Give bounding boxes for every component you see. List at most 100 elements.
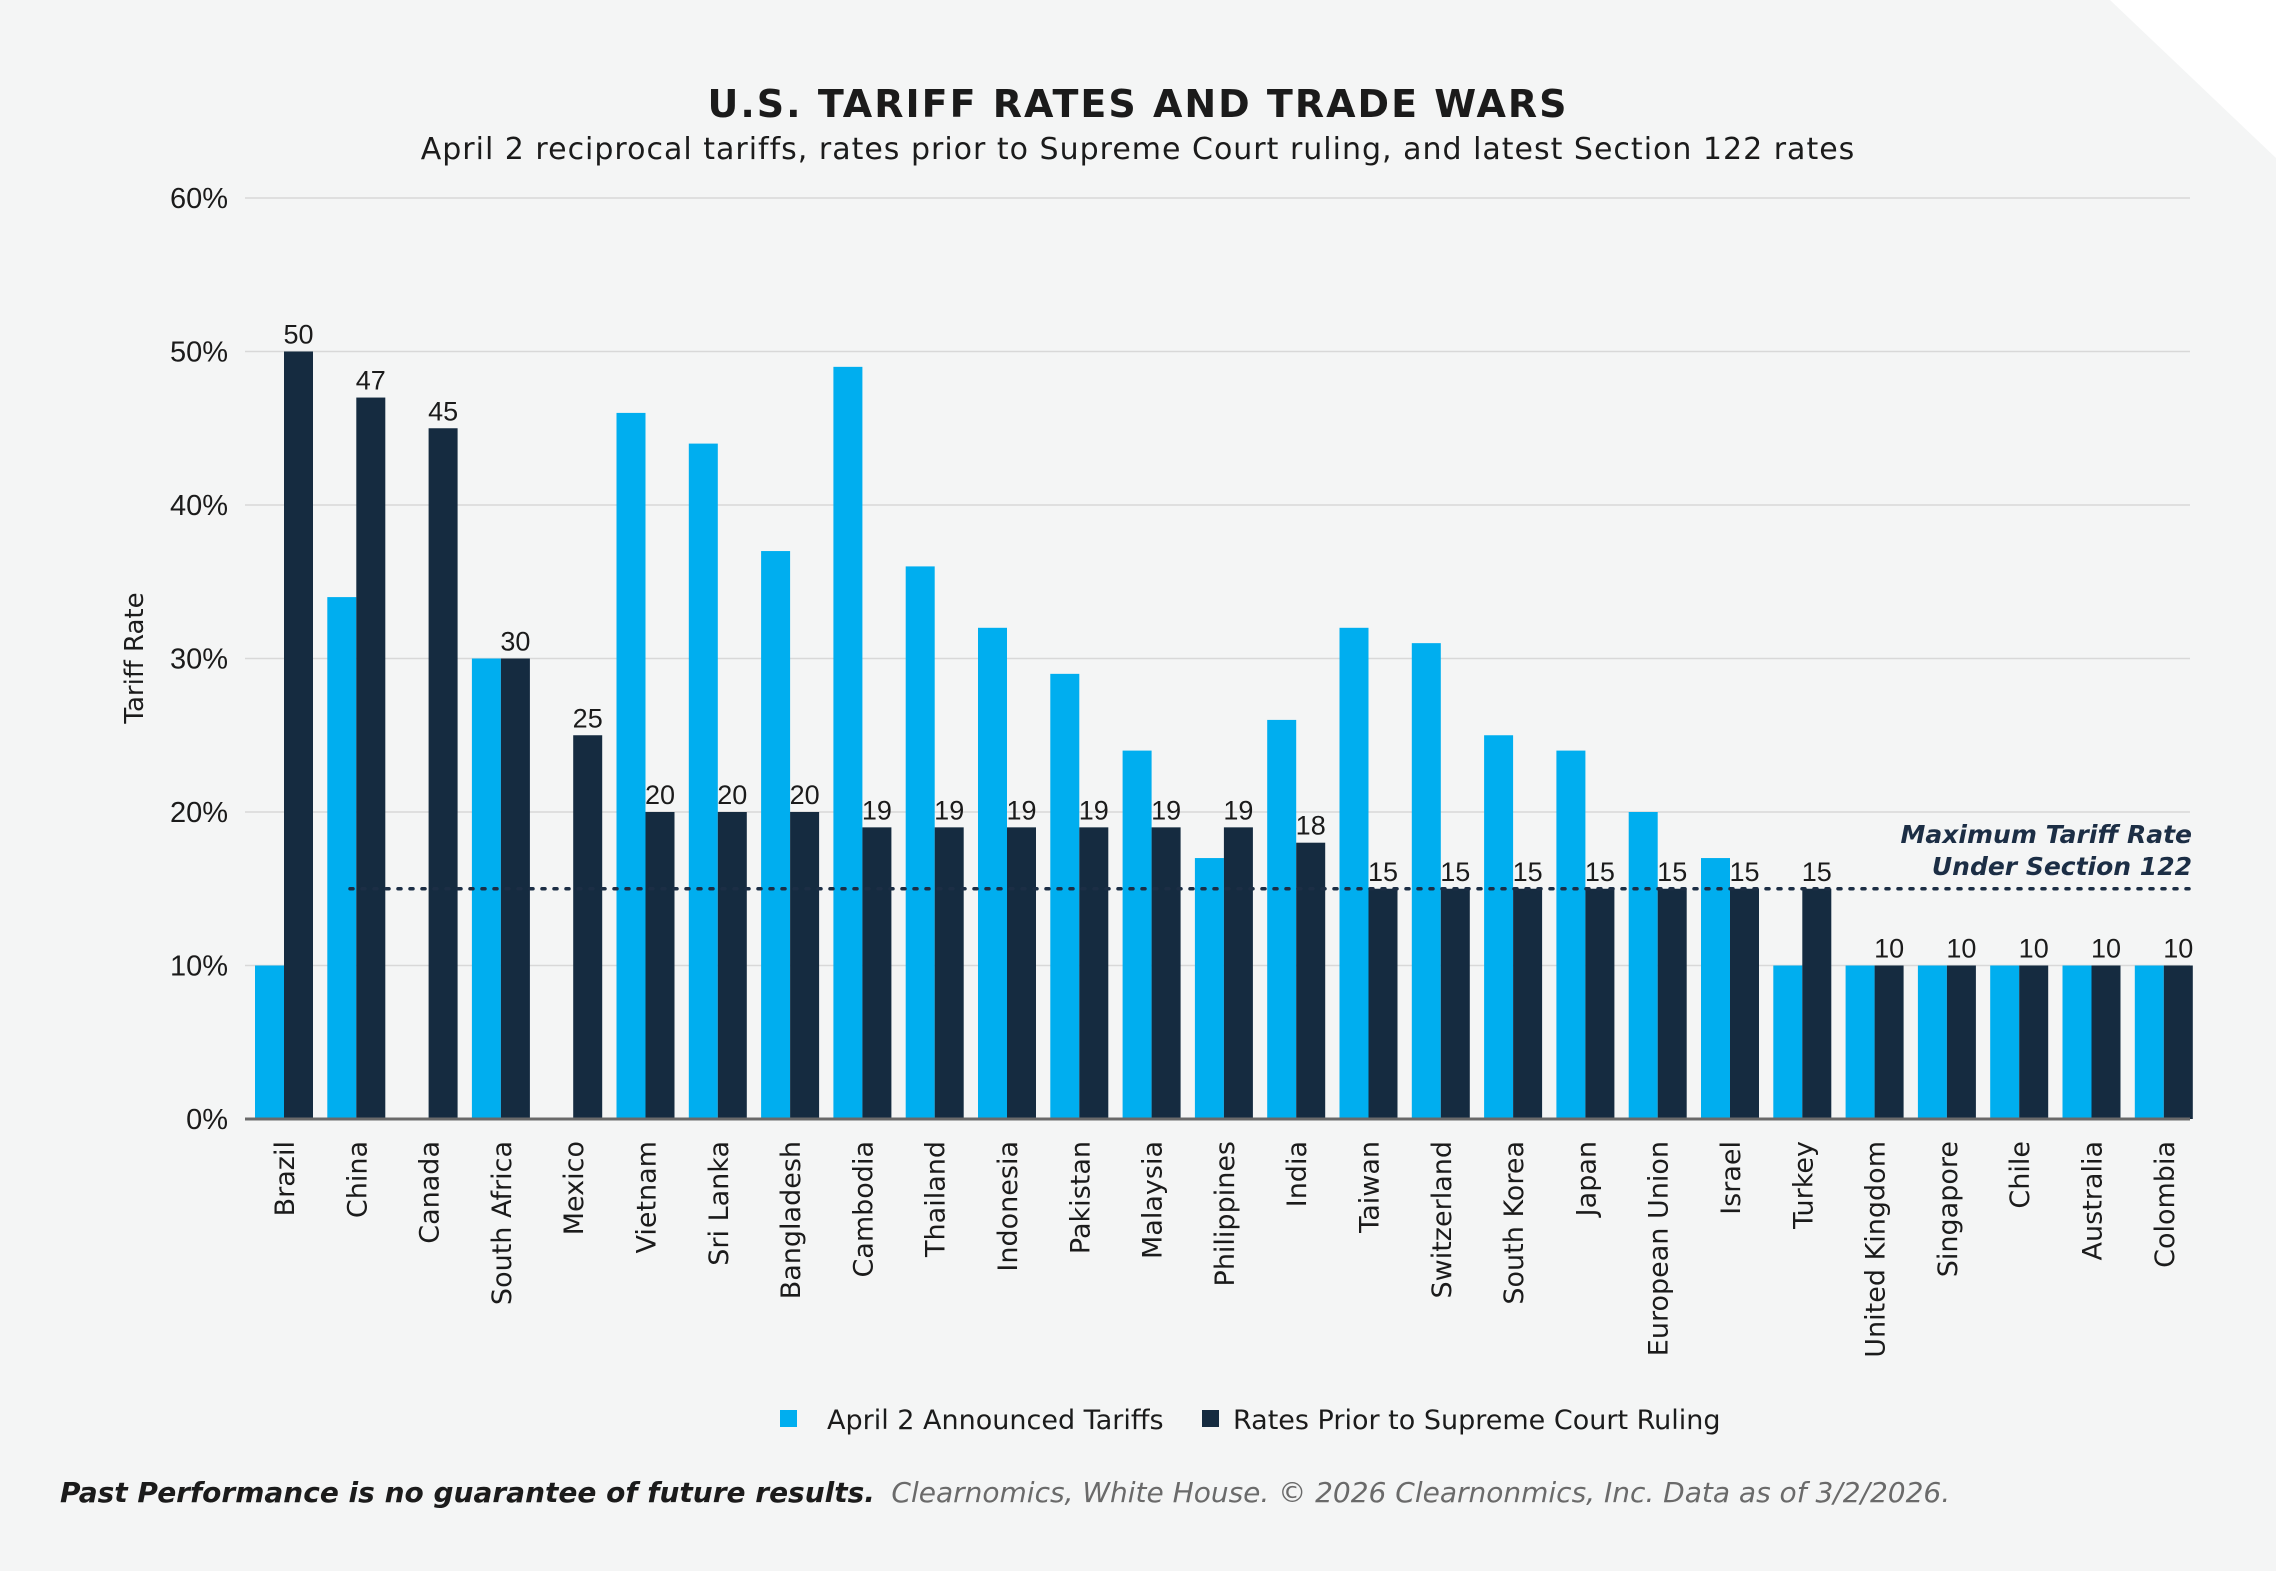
x-tick-label: India <box>1282 1141 1313 1207</box>
bar-april2 <box>1411 643 1441 1119</box>
x-axis-ticks: Brazil China Canada South Africa Mexico Vietn… <box>270 1141 2181 1358</box>
data-label: 19 <box>1079 795 1109 825</box>
data-label: 19 <box>862 795 892 825</box>
x-tick-label: European Union <box>1644 1141 1675 1356</box>
bar-prior <box>790 812 820 1119</box>
y-tick-label: 40% <box>170 490 228 522</box>
x-tick-label: Mexico <box>559 1141 590 1235</box>
x-tick-label: Vietnam <box>632 1141 663 1254</box>
data-label: 50 <box>283 320 313 350</box>
x-tick-label: Cambodia <box>848 1141 879 1278</box>
data-label: 10 <box>1874 934 1904 964</box>
bar-april2 <box>1845 965 1875 1119</box>
bar-prior <box>284 351 313 1119</box>
bar-april2 <box>2062 965 2092 1119</box>
x-tick-label: Turkey <box>1788 1141 1819 1230</box>
data-label: 15 <box>1585 857 1615 887</box>
bar-april2 <box>1773 965 1803 1119</box>
x-tick-label: Chile <box>2005 1141 2036 1209</box>
bar-april2 <box>1917 965 1947 1119</box>
bar-prior <box>356 397 386 1119</box>
bar-prior <box>645 812 675 1119</box>
bar-prior <box>573 735 603 1119</box>
footer-source: Clearnomics, White House. © 2026 Clearno… <box>891 1476 1950 1509</box>
x-tick-label: Switzerland <box>1427 1141 1458 1299</box>
legend-label-prior: Rates Prior to Supreme Court Ruling <box>1233 1405 1721 1436</box>
x-tick-label: Taiwan <box>1355 1141 1386 1234</box>
reference-line-label-2: Under Section 122 <box>1932 852 2192 881</box>
x-tick-label: Brazil <box>270 1141 301 1216</box>
data-label: 45 <box>428 396 458 426</box>
bar-april2 <box>1122 750 1152 1119</box>
bar-april2 <box>1339 627 1369 1119</box>
bar-prior <box>1874 965 1904 1119</box>
bar-april2 <box>833 366 863 1120</box>
footer-disclaimer: Past Performance is no guarantee of futu… <box>60 1476 875 1509</box>
data-label: 25 <box>573 703 603 733</box>
data-label: 15 <box>1729 857 1759 887</box>
reference-line-label-1: Maximum Tariff Rate <box>1901 820 2192 849</box>
data-labels: 50 47 45 30 25 20 20 20 19 19 19 19 19 19 18 15 15 15 15 15… <box>283 320 2193 964</box>
x-tick-label: Malaysia <box>1138 1141 1169 1259</box>
bar-april2 <box>1701 858 1730 1119</box>
x-tick-label: China <box>342 1141 373 1218</box>
bar-april2 <box>1990 965 2020 1119</box>
x-tick-label: South Africa <box>487 1141 518 1305</box>
bar-prior <box>1440 888 1470 1119</box>
x-tick-label: Pakistan <box>1065 1141 1096 1254</box>
x-tick-label: Bangladesh <box>776 1141 807 1299</box>
x-tick-label: United Kingdom <box>1861 1141 1892 1358</box>
bar-prior <box>1730 888 1759 1119</box>
x-tick-label: Colombia <box>2150 1141 2181 1268</box>
data-label: 10 <box>2163 934 2193 964</box>
data-label: 47 <box>356 366 386 396</box>
bar-prior <box>1585 888 1615 1119</box>
footer: Past Performance is no guarantee of futu… <box>60 1476 1950 1509</box>
x-tick-label: Indonesia <box>993 1141 1024 1272</box>
data-label: 15 <box>1657 857 1687 887</box>
chart-subtitle: April 2 reciprocal tariffs, rates prior … <box>421 132 1856 167</box>
data-label: 10 <box>2091 934 2121 964</box>
bar-april2 <box>616 412 646 1119</box>
data-label: 19 <box>934 795 964 825</box>
data-label: 20 <box>717 780 747 810</box>
data-label: 18 <box>1296 811 1326 841</box>
data-label: 10 <box>2019 934 2049 964</box>
bar-april2 <box>1556 750 1586 1119</box>
bar-april2 <box>905 566 935 1119</box>
data-label: 19 <box>1223 795 1253 825</box>
x-tick-label: Japan <box>1571 1141 1602 1218</box>
bar-april2 <box>1267 719 1297 1119</box>
bar-prior <box>1079 827 1109 1119</box>
x-tick-label: Israel <box>1716 1141 1747 1215</box>
bar-april2 <box>255 965 284 1119</box>
x-tick-label: South Korea <box>1499 1141 1530 1305</box>
bar-april2 <box>978 627 1007 1119</box>
data-label: 15 <box>1368 857 1398 887</box>
x-tick-label: Singapore <box>1933 1141 1964 1277</box>
bar-prior <box>1513 888 1543 1119</box>
bar-prior <box>1946 965 1976 1119</box>
bar-prior <box>862 827 892 1119</box>
bar-prior <box>2163 965 2193 1119</box>
legend-swatch-april2 <box>780 1410 797 1427</box>
data-label: 20 <box>645 780 675 810</box>
data-label: 19 <box>1151 795 1181 825</box>
bar-april2 <box>327 597 357 1119</box>
x-tick-label: Philippines <box>1210 1141 1241 1286</box>
bar-prior <box>1802 888 1832 1119</box>
y-axis-label: Tariff Rate <box>120 592 150 724</box>
y-tick-label: 20% <box>170 797 228 829</box>
x-tick-label: Canada <box>415 1141 446 1244</box>
reference-line-group: Maximum Tariff Rate Under Section 122 <box>348 820 2192 891</box>
y-tick-label: 10% <box>170 951 228 983</box>
data-label: 20 <box>790 780 820 810</box>
y-axis-ticks: 0% 10% 20% 30% 40% 50% 60% <box>170 183 228 1136</box>
bar-prior <box>1223 827 1253 1119</box>
data-label: 15 <box>1802 857 1832 887</box>
y-tick-label: 50% <box>170 337 228 369</box>
legend-label-april2: April 2 Announced Tariffs <box>827 1405 1164 1436</box>
bar-prior <box>717 812 747 1119</box>
